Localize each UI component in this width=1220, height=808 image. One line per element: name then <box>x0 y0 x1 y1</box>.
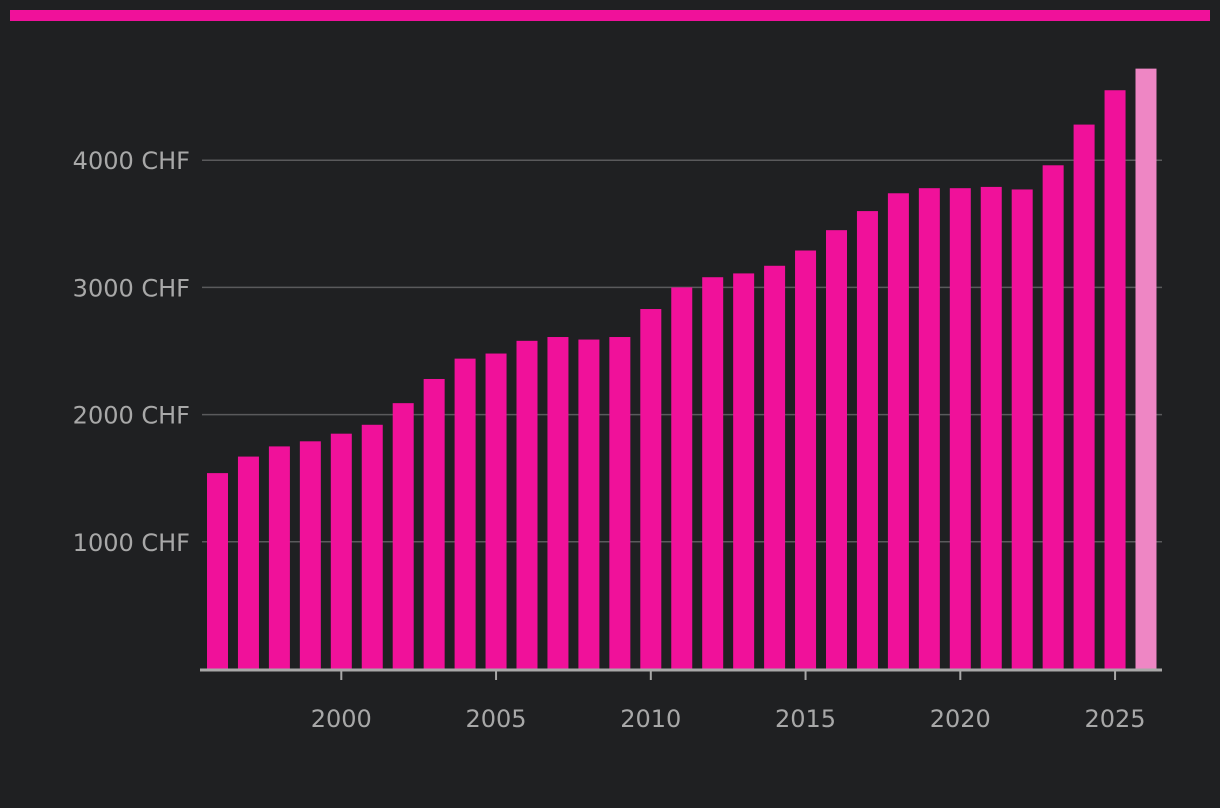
bar-2015 <box>795 250 817 669</box>
bar-2018 <box>887 193 909 669</box>
bar-2025 <box>1104 90 1126 670</box>
x-tick-label: 2020 <box>930 705 991 733</box>
bar-2003 <box>423 378 445 669</box>
bar-2024 <box>1073 124 1095 669</box>
bar-2019 <box>918 188 940 669</box>
bar-2012 <box>702 277 724 669</box>
bar-2011 <box>671 287 693 669</box>
bar-2007 <box>547 337 569 669</box>
bar-1997 <box>237 456 259 669</box>
bar-2001 <box>361 424 383 669</box>
x-tick-label: 2025 <box>1085 705 1146 733</box>
y-tick-label: 2000 CHF <box>73 402 190 430</box>
bar-2009 <box>609 337 631 669</box>
bar-2000 <box>330 433 352 669</box>
bar-2014 <box>764 265 786 669</box>
bar-1998 <box>268 446 290 669</box>
y-tick-label: 4000 CHF <box>73 147 190 175</box>
bar-2010 <box>640 309 662 669</box>
bar-2006 <box>516 340 538 669</box>
bar-2013 <box>733 273 755 669</box>
bar-1999 <box>299 441 321 669</box>
bar-2004 <box>454 358 476 669</box>
bars <box>207 68 1157 670</box>
bar-2026 <box>1135 68 1157 670</box>
bar-2020 <box>949 188 971 669</box>
bar-2008 <box>578 339 600 669</box>
bar-2023 <box>1042 165 1064 670</box>
x-tick-label: 2015 <box>775 705 836 733</box>
bar-2022 <box>1011 189 1033 669</box>
x-axis-labels: 2000 2005 2010 2015 2020 2025 <box>311 705 1146 733</box>
bar-2005 <box>485 353 507 669</box>
y-tick-label: 1000 CHF <box>73 529 190 557</box>
x-tick-label: 2000 <box>311 705 372 733</box>
bar-2002 <box>392 403 414 669</box>
bar-1996 <box>207 473 228 669</box>
y-axis-labels: 1000 CHF 2000 CHF 3000 CHF 4000 CHF <box>73 147 190 557</box>
x-axis <box>200 668 1162 680</box>
bar-2017 <box>856 211 878 669</box>
bar-2016 <box>826 230 847 669</box>
y-tick-label: 3000 CHF <box>73 274 190 302</box>
x-tick-label: 2010 <box>620 705 681 733</box>
accent-bar <box>10 10 1210 21</box>
x-tick-label: 2005 <box>466 705 527 733</box>
bar-2021 <box>980 186 1002 669</box>
